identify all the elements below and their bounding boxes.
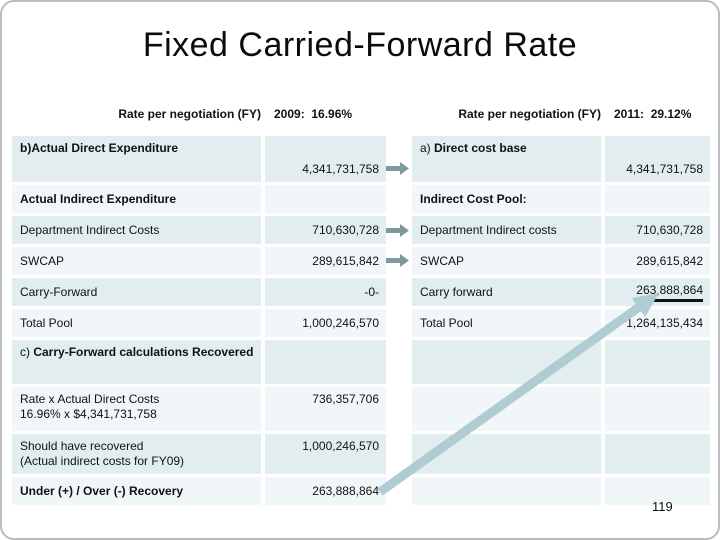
row-value: 289,615,842 (265, 247, 386, 275)
row-value: 289,615,842 (605, 247, 710, 275)
row-value: 1,000,246,570 (265, 309, 386, 337)
page-number: 119 (652, 499, 673, 514)
row-label (412, 387, 601, 431)
right-rate-value: 2011: 29.12% (614, 107, 692, 121)
row-value (605, 185, 710, 213)
right-rate-label: Rate per negotiation (FY) (458, 107, 601, 121)
row-label: Total Pool (412, 309, 601, 337)
row-value (265, 340, 386, 384)
row-label: Department Indirect Costs (12, 216, 261, 244)
table-row (412, 340, 710, 384)
row-value: 710,630,728 (265, 216, 386, 244)
row-label: Rate x Actual Direct Costs 16.96% x $4,34… (12, 387, 261, 431)
table-row: Should have recovered (Actual indirect co… (12, 434, 386, 474)
row-value: -0- (265, 278, 386, 306)
row-label: SWCAP (12, 247, 261, 275)
table-row: Department Indirect Costs 710,630,728 (12, 216, 386, 244)
row-value (265, 185, 386, 213)
row-value (605, 434, 710, 474)
left-rate-value: 2009: 16.96% (274, 107, 353, 121)
row-label: Should have recovered (Actual indirect co… (12, 434, 261, 474)
table-row: Total Pool 1,000,246,570 (12, 309, 386, 337)
left-rate-header: Rate per negotiation (FY) 2009: 16.96% (12, 107, 386, 121)
table-row: Indirect Cost Pool: (412, 185, 710, 213)
row-value: 1,000,246,570 (265, 434, 386, 474)
row-label (412, 477, 601, 505)
row-value: 4,341,731,758 (605, 136, 710, 182)
table-row: SWCAP 289,615,842 (12, 247, 386, 275)
right-arrow-icon (386, 162, 409, 175)
table-row: b)Actual Direct Expenditure 4,341,731,75… (12, 136, 386, 182)
row-value: 736,357,706 (265, 387, 386, 431)
row-label: Under (+) / Over (-) Recovery (12, 477, 261, 505)
right-rate-header: Rate per negotiation (FY) 2011: 29.12% (412, 107, 710, 121)
row-value (605, 387, 710, 431)
table-row: Department Indirect costs 710,630,728 (412, 216, 710, 244)
row-value: 710,630,728 (605, 216, 710, 244)
table-row: Carry-Forward -0- (12, 278, 386, 306)
row-label: a) Direct cost base (412, 136, 601, 182)
table-row: Rate x Actual Direct Costs 16.96% x $4,34… (12, 387, 386, 431)
table-row: a) Direct cost base 4,341,731,758 (412, 136, 710, 182)
table-row: Carry forward 263,888,864 (412, 278, 710, 306)
table-row (412, 387, 710, 431)
row-label: Indirect Cost Pool: (412, 185, 601, 213)
row-label: Carry-Forward (12, 278, 261, 306)
table-row: c) Carry-Forward calculations Recovered (12, 340, 386, 384)
row-value: 263,888,864 (605, 278, 710, 306)
fy2011-table: a) Direct cost base 4,341,731,758 Indire… (412, 136, 710, 505)
table-row (412, 434, 710, 474)
row-label: b)Actual Direct Expenditure (12, 136, 261, 182)
left-rate-label: Rate per negotiation (FY) (118, 107, 261, 121)
underlined-value: 263,888,864 (636, 283, 703, 302)
table-row: Total Pool 1,264,135,434 (412, 309, 710, 337)
fy2009-table: b)Actual Direct Expenditure 4,341,731,75… (12, 136, 386, 505)
row-value (605, 340, 710, 384)
row-label: Total Pool (12, 309, 261, 337)
row-label: SWCAP (412, 247, 601, 275)
table-row: SWCAP 289,615,842 (412, 247, 710, 275)
row-label (412, 434, 601, 474)
row-label: c) Carry-Forward calculations Recovered (12, 340, 261, 384)
table-row: Under (+) / Over (-) Recovery 263,888,86… (12, 477, 386, 505)
row-label: Actual Indirect Expenditure (12, 185, 261, 213)
row-label: Department Indirect costs (412, 216, 601, 244)
row-value: 1,264,135,434 (605, 309, 710, 337)
page-title: Fixed Carried-Forward Rate (142, 26, 578, 64)
row-label: Carry forward (412, 278, 601, 306)
right-arrow-icon (386, 224, 409, 237)
row-label (412, 340, 601, 384)
right-arrow-icon (386, 254, 409, 267)
row-value: 4,341,731,758 (265, 136, 386, 182)
table-row: Actual Indirect Expenditure (12, 185, 386, 213)
row-value: 263,888,864 (265, 477, 386, 505)
